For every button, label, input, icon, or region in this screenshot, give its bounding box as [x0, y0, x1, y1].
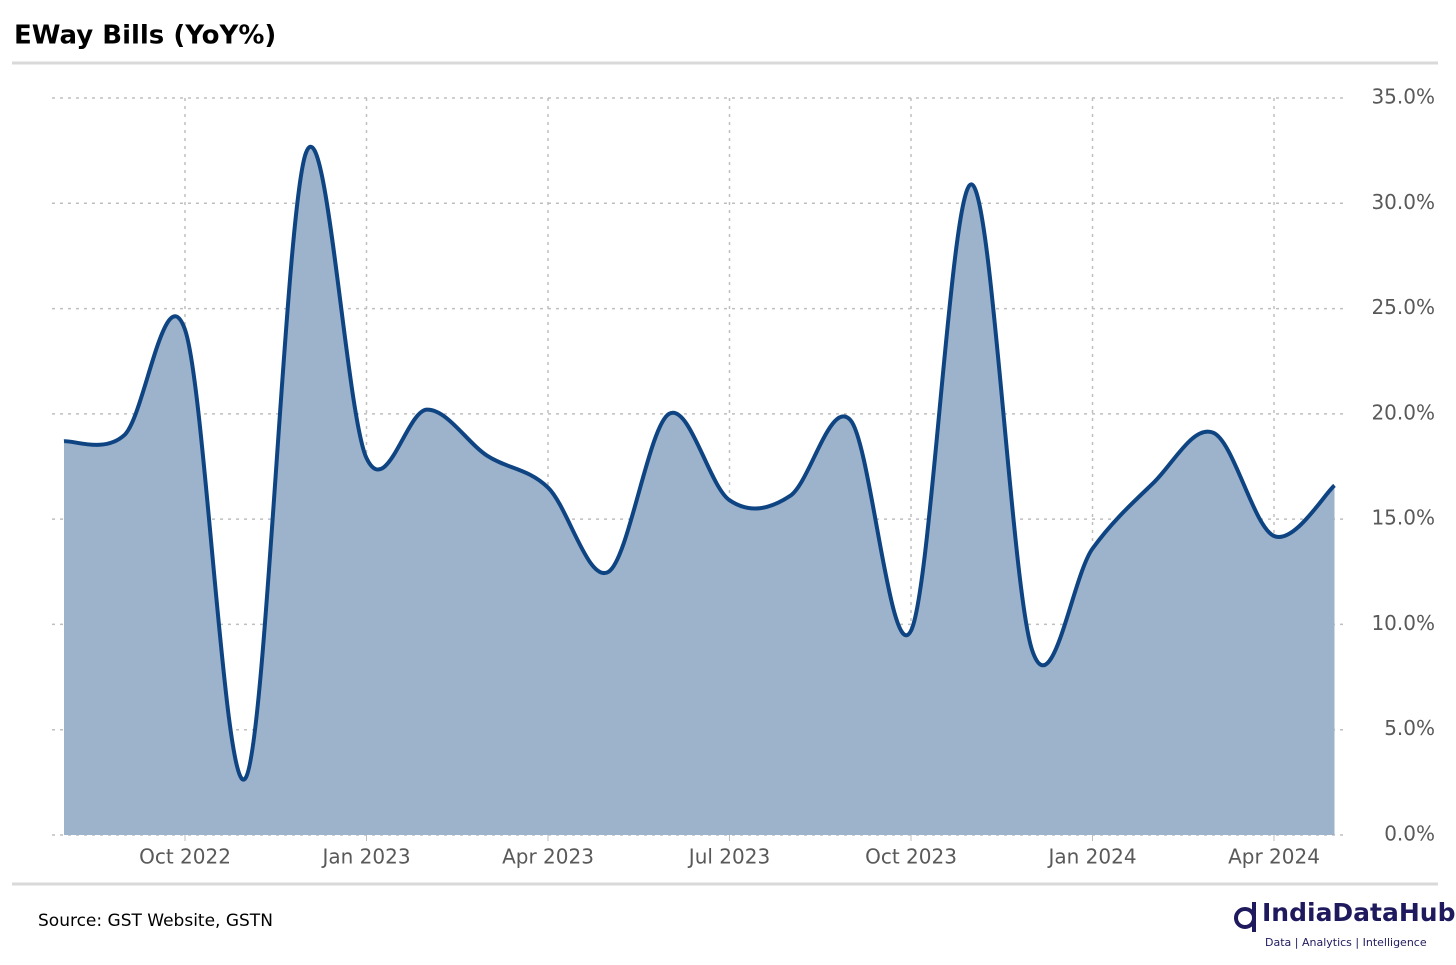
y-tick-label: 30.0% — [1371, 190, 1435, 214]
y-tick-label: 10.0% — [1371, 611, 1435, 635]
y-tick-label: 20.0% — [1371, 400, 1435, 424]
x-tick-label: Jul 2023 — [687, 845, 770, 869]
y-tick-label: 15.0% — [1371, 506, 1435, 530]
logo: IndiaDataHub Data | Analytics | Intellig… — [1234, 898, 1456, 949]
y-tick-label: 35.0% — [1371, 85, 1435, 109]
chart-title: EWay Bills (YoY%) — [14, 21, 276, 51]
x-tick-label: Jan 2024 — [1046, 845, 1136, 869]
brand: IndiaDataHub — [1262, 898, 1456, 927]
x-tick-label: Apr 2024 — [1228, 845, 1320, 869]
y-tick-label: 0.0% — [1384, 822, 1435, 846]
logo-icon — [1234, 907, 1256, 929]
x-tick-label: Oct 2022 — [139, 845, 231, 869]
x-tick-label: Jan 2023 — [320, 845, 410, 869]
x-tick-label: Oct 2023 — [865, 845, 957, 869]
source: Source: GST Website, GSTN — [38, 911, 273, 931]
tagline: Data | Analytics | Intelligence — [1265, 936, 1427, 949]
area — [64, 146, 1335, 835]
line — [63, 144, 1336, 782]
y-tick-label: 5.0% — [1384, 716, 1435, 740]
x-tick-label: Apr 2023 — [502, 845, 594, 869]
y-tick-label: 25.0% — [1371, 295, 1435, 319]
